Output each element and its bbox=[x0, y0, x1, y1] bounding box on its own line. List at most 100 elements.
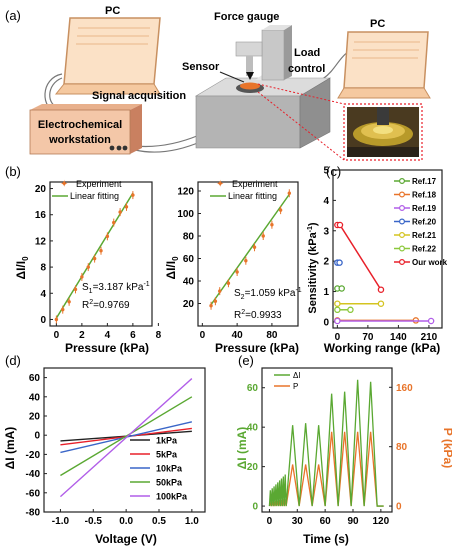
d-ytick-label: -40 bbox=[26, 469, 41, 480]
e-xtick-label: 60 bbox=[320, 516, 332, 527]
c-ytick-label: 1 bbox=[323, 287, 329, 298]
panel-e-label: (e) bbox=[238, 353, 254, 368]
b-left-point bbox=[67, 300, 71, 304]
c-legend-marker bbox=[399, 205, 406, 212]
b-left-xtick-label: 4 bbox=[105, 330, 111, 341]
e-legend-i-label: ΔI bbox=[293, 371, 301, 380]
force-gauge-label: Force gauge bbox=[214, 11, 279, 23]
b-right-ylabel: ΔI/I0 bbox=[164, 256, 180, 280]
c-legend-marker bbox=[399, 259, 406, 266]
panel-d-label: (d) bbox=[5, 353, 21, 368]
b-left-point bbox=[105, 234, 110, 239]
c-ytick-label: 0 bbox=[323, 317, 329, 328]
e-ytick-label: 40 bbox=[247, 423, 259, 434]
legend-marker-experiment: ✦ bbox=[60, 179, 68, 190]
b-left-ytick-label: 16 bbox=[35, 210, 47, 221]
c-series-point bbox=[336, 221, 344, 229]
c-legend-label: Ref.19 bbox=[412, 204, 437, 213]
b-right-ytick-label: 120 bbox=[177, 187, 194, 198]
c-series-point bbox=[377, 300, 385, 307]
b-right-r2: R2=0.9933 bbox=[234, 309, 282, 321]
b-right-point bbox=[287, 191, 292, 195]
e-xtick-label: 30 bbox=[292, 516, 304, 527]
b-left-legend: ✦ Experiment Linear fitting bbox=[52, 179, 122, 201]
b-left-ylabel: ΔI/I0 bbox=[14, 256, 30, 280]
e-xtick-label: 120 bbox=[373, 516, 390, 527]
b-left-point bbox=[118, 210, 122, 214]
d-legend: 1kPa 5kPa 10kPa 50kPa 100kPa bbox=[130, 436, 188, 502]
signal-acquisition-label: Signal acquisition bbox=[92, 90, 186, 102]
chart-c: 0 70 140 210 0 1 2 3 4 5 bbox=[323, 166, 443, 343]
c-series-point bbox=[347, 306, 354, 314]
b-right-xtick-label: 80 bbox=[266, 330, 278, 341]
b-right-xtick-label: 40 bbox=[232, 330, 244, 341]
e-y2tick-label: 160 bbox=[396, 383, 413, 394]
b-left-point bbox=[124, 205, 129, 209]
d-ytick-label: -60 bbox=[26, 488, 41, 499]
c-legend-label: Ref.20 bbox=[412, 218, 437, 227]
b-right-point bbox=[244, 259, 248, 263]
b-right-frame bbox=[197, 181, 299, 327]
d-xtick-label: -0.5 bbox=[85, 516, 103, 527]
b-right-point bbox=[218, 289, 222, 293]
b-right-point bbox=[252, 245, 257, 249]
d-xtick-label: 0.5 bbox=[152, 516, 166, 527]
d-xtick-label: 1.0 bbox=[185, 516, 199, 527]
sensor-pointer bbox=[219, 71, 245, 83]
force-gauge-icon bbox=[194, 25, 332, 149]
b-left-xlabel: Pressure (kPa) bbox=[65, 341, 149, 355]
c-xtick-label: 140 bbox=[390, 332, 407, 343]
b-right-ytick-label: 100 bbox=[177, 209, 194, 220]
b-right-fit-line bbox=[210, 193, 290, 306]
b-left-ytick-label: 12 bbox=[35, 236, 47, 247]
b-right-xtick-label: 0 bbox=[200, 330, 206, 341]
b-left-xtick-label: 2 bbox=[79, 330, 85, 341]
b-left-ytick-label: 8 bbox=[40, 263, 46, 274]
workstation-label-line1: Electrochemical bbox=[38, 119, 122, 131]
c-legend-label: Ref.18 bbox=[412, 191, 437, 200]
e-ylabel-left: ΔI (mA) bbox=[235, 427, 249, 470]
e-y2tick-label: 80 bbox=[396, 442, 408, 453]
c-series-point bbox=[377, 286, 385, 293]
d-ytick-label: 60 bbox=[29, 373, 41, 384]
legend-experiment-label-right: Experiment bbox=[232, 179, 278, 189]
e-xtick-label: 90 bbox=[347, 516, 359, 527]
e-series-i bbox=[268, 379, 384, 507]
d-legend-label: 10kPa bbox=[156, 464, 183, 474]
b-right-point bbox=[209, 304, 213, 308]
c-legend-marker bbox=[399, 245, 406, 252]
c-legend: Ref.17 Ref.18 Ref.19 Ref.20 Ref.21 Ref.22 Our … bbox=[394, 177, 448, 267]
b-left-xtick-label: 0 bbox=[54, 330, 60, 341]
c-legend-label: Ref.17 bbox=[412, 177, 437, 186]
panel-b-label: (b) bbox=[5, 164, 21, 179]
d-ytick-label: -20 bbox=[26, 450, 41, 461]
b-left-point bbox=[73, 287, 78, 292]
b-left-xtick-label: 6 bbox=[130, 330, 136, 341]
c-series-point bbox=[334, 300, 341, 307]
d-xlabel: Voltage (V) bbox=[95, 532, 157, 546]
b-left-point bbox=[86, 265, 90, 269]
d-series-line bbox=[60, 396, 193, 477]
b-right-ytick-label: 40 bbox=[183, 277, 195, 288]
c-ytick-label: 3 bbox=[323, 226, 329, 237]
b-right-legend: ✦ Experiment Linear fitting bbox=[210, 179, 278, 201]
b-right-point bbox=[278, 208, 283, 212]
pc-left-label: PC bbox=[105, 5, 120, 17]
b-left-ytick-label: 4 bbox=[40, 289, 46, 300]
c-legend-marker bbox=[399, 218, 406, 225]
c-frame bbox=[332, 169, 443, 329]
c-series-point bbox=[336, 259, 343, 266]
b-left-ytick-label: 0 bbox=[40, 315, 46, 326]
c-ylabel: Sensitivity (kPa-1) bbox=[307, 222, 319, 314]
pc-right-icon bbox=[337, 31, 431, 99]
c-legend-label: Ref.22 bbox=[412, 245, 437, 254]
c-legend-label: Ref.21 bbox=[412, 231, 437, 240]
chart-e: 0 30 60 90 120 0 20 40 60 0 80 160 bbox=[247, 367, 413, 527]
b-left-point bbox=[112, 220, 116, 225]
e-xlabel: Time (s) bbox=[303, 532, 349, 546]
pc-left-icon bbox=[54, 17, 161, 95]
d-ytick-label: 0 bbox=[34, 431, 40, 442]
e-frame bbox=[261, 367, 393, 513]
c-legend-label: Our work bbox=[412, 258, 448, 267]
b-left-ytick-label: 20 bbox=[35, 184, 47, 195]
